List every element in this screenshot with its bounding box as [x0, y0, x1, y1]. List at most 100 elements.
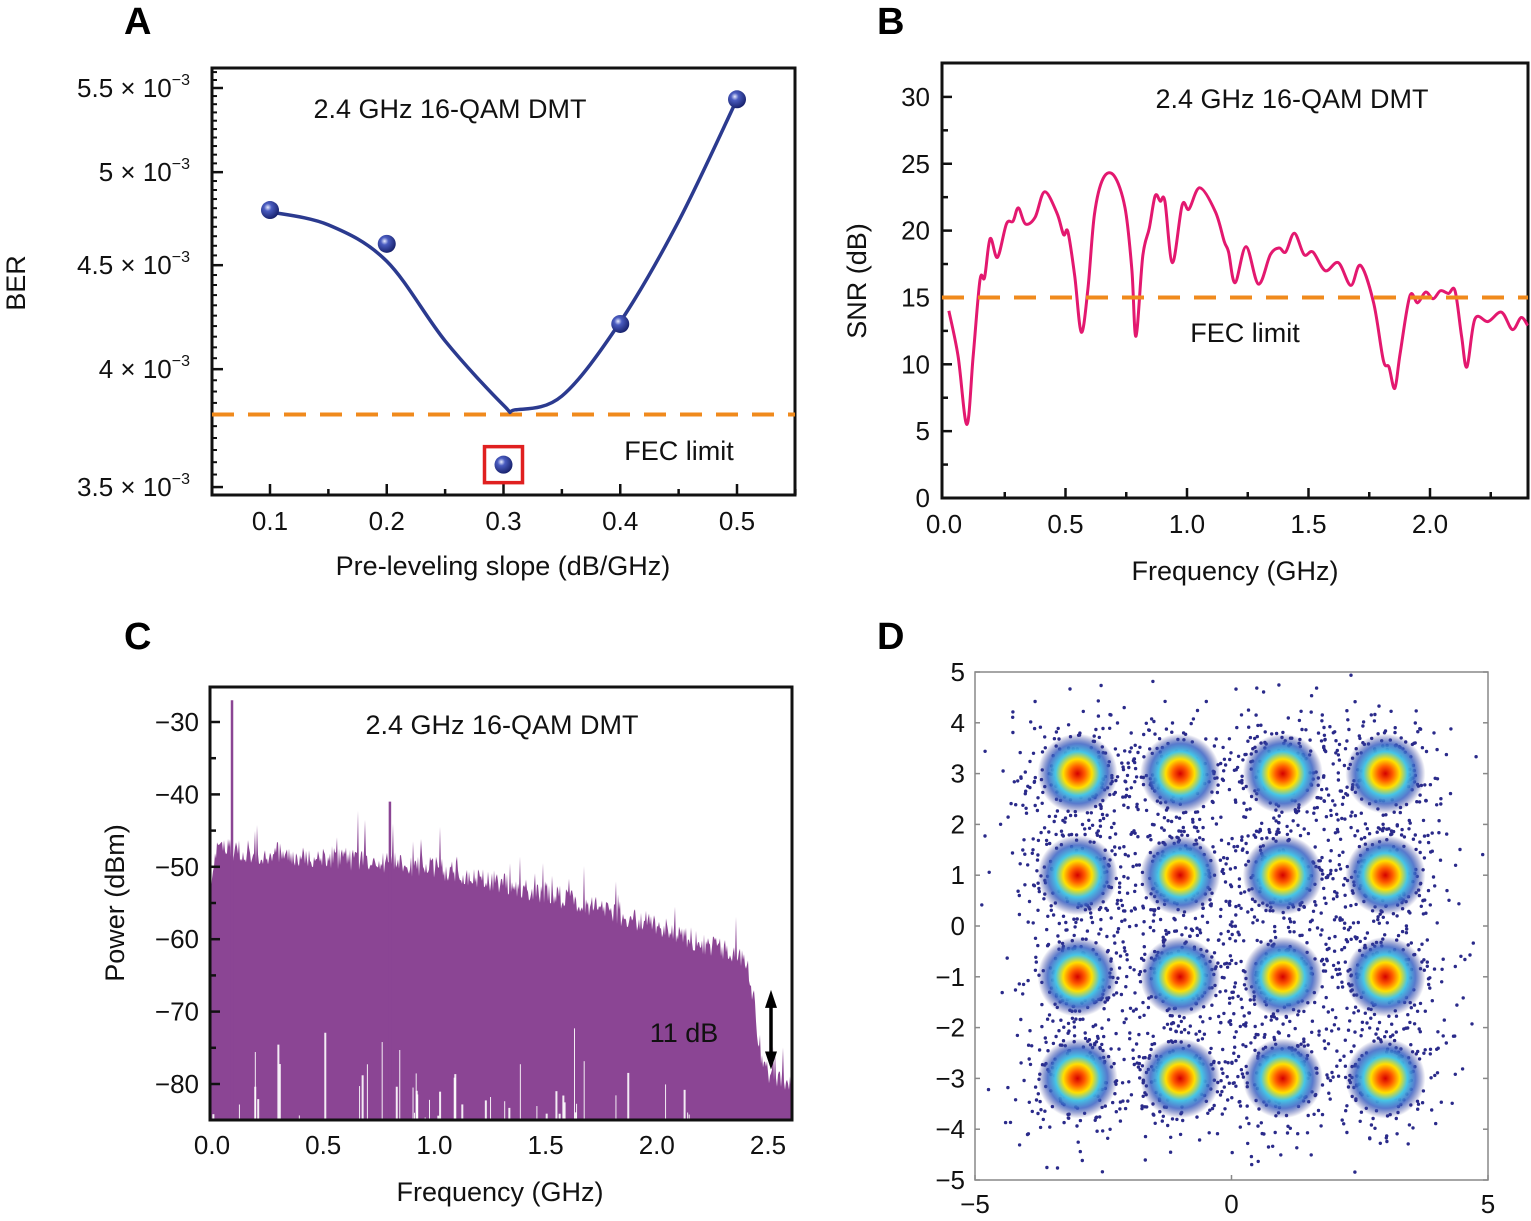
constellation-dot: [1393, 726, 1397, 730]
constellation-dot: [1390, 1022, 1394, 1026]
constellation-dot: [1043, 1109, 1047, 1113]
constellation-dot: [1322, 748, 1327, 752]
constellation-dot: [1337, 742, 1342, 747]
constellation-dot: [1354, 902, 1358, 907]
constellation-dot: [1309, 694, 1314, 698]
x-tick-label: 1.0: [1169, 509, 1205, 539]
constellation-dot: [1314, 686, 1319, 690]
constellation-dot: [1188, 1024, 1193, 1028]
constellation-cluster: [1037, 835, 1118, 916]
constellation-dot: [1031, 848, 1035, 852]
constellation-dot: [1347, 727, 1351, 732]
constellation-cluster: [1242, 733, 1323, 814]
constellation-dot: [1018, 750, 1022, 755]
constellation-dot: [1036, 943, 1040, 948]
constellation-dot: [1238, 1104, 1243, 1108]
constellation-dot: [1331, 1075, 1335, 1079]
panel-a-ber-chart: 5.5 × 10−35 × 10−34.5 × 10−34 × 10−33.5 …: [1, 66, 797, 581]
constellation-dot: [1373, 1126, 1377, 1131]
constellation-dot: [1209, 1046, 1213, 1051]
constellation-dot: [1328, 725, 1332, 729]
constellation-dot: [1129, 746, 1134, 750]
x-tick-label: 0.2: [369, 506, 405, 536]
constellation-dot: [1256, 1124, 1260, 1128]
constellation-dot: [1152, 719, 1156, 724]
constellation-dot: [1069, 832, 1074, 837]
constellation-dot: [1426, 840, 1431, 845]
constellation-dot: [1131, 864, 1135, 869]
constellation-dot: [1457, 902, 1461, 906]
constellation-dot: [1123, 1106, 1128, 1111]
constellation-dot: [1425, 938, 1430, 942]
constellation-dot: [1260, 821, 1264, 825]
y-tick-base: 4.5 × 10: [77, 250, 172, 280]
constellation-dot: [1134, 923, 1138, 928]
constellation-dot: [1175, 1117, 1179, 1122]
constellation-dot: [1120, 1081, 1125, 1085]
constellation-dot: [1328, 859, 1332, 863]
constellation-dot: [1398, 810, 1403, 815]
constellation-dot: [1195, 933, 1200, 938]
constellation-dot: [1351, 921, 1356, 925]
constellation-dot: [1291, 819, 1295, 823]
constellation-dot: [1297, 718, 1302, 723]
constellation-dot: [1128, 1037, 1132, 1041]
constellation-dot: [1113, 790, 1118, 795]
constellation-dot: [1117, 1047, 1121, 1051]
constellation-dot: [1395, 1132, 1399, 1136]
constellation-dot: [1328, 1078, 1333, 1083]
constellation-dot: [1119, 992, 1124, 997]
constellation-dot: [1445, 832, 1449, 836]
constellation-dot: [1164, 932, 1169, 936]
constellation-dot: [1333, 803, 1337, 807]
constellation-dot: [1000, 990, 1004, 995]
constellation-dot: [1253, 1035, 1257, 1040]
constellation-dot: [1359, 1034, 1363, 1038]
constellation-dot: [1028, 1029, 1032, 1033]
constellation-dot: [1220, 1067, 1224, 1071]
constellation-dot: [1051, 1041, 1056, 1046]
constellation-dot: [1327, 936, 1332, 940]
constellation-dot: [1118, 881, 1122, 885]
constellation-dot: [1246, 739, 1250, 743]
constellation-dot: [1244, 1024, 1248, 1028]
constellation-dot: [1434, 1121, 1438, 1126]
constellation-dot: [1234, 961, 1238, 966]
constellation-dot: [1078, 1118, 1083, 1123]
constellation-dot: [1334, 1015, 1338, 1020]
constellation-dot: [1234, 849, 1238, 853]
constellation-dot: [1141, 1000, 1145, 1005]
x-tick-label: 2.0: [1412, 509, 1448, 539]
y-tick-label: 1: [951, 860, 965, 890]
constellation-dot: [1428, 783, 1433, 787]
constellation-dot: [1241, 847, 1245, 851]
constellation-dot: [1232, 845, 1236, 849]
panel-d-constellation-chart: 5 4 3 2 1 0 −1 −2 −3 −4 −5−5 0 5: [935, 657, 1495, 1219]
constellation-dot: [1072, 917, 1076, 921]
constellation-dot: [1015, 1033, 1020, 1038]
constellation-dot: [1269, 1014, 1274, 1019]
constellation-dot: [1097, 932, 1101, 936]
constellation-dot: [1259, 1121, 1264, 1125]
constellation-dot: [1346, 928, 1351, 932]
constellation-dot: [1407, 818, 1412, 823]
constellation-dot: [1233, 1045, 1237, 1049]
x-tick-label: 1.5: [1290, 509, 1326, 539]
constellation-dot: [1335, 748, 1340, 753]
constellation-dot: [1331, 963, 1336, 968]
constellation-dot: [1044, 1040, 1048, 1045]
y-axis-label: Power (dBm): [100, 824, 130, 982]
y-tick-label: −3: [935, 1063, 965, 1093]
constellation-dot: [1042, 826, 1047, 830]
constellation-dot: [1147, 728, 1152, 732]
constellation-dot: [980, 903, 984, 907]
constellation-dot: [1449, 727, 1453, 731]
constellation-dot: [1313, 845, 1317, 849]
constellation-dot: [1277, 683, 1281, 687]
constellation-dot: [1235, 844, 1240, 849]
constellation-dot: [1116, 753, 1120, 757]
constellation-dot: [1381, 813, 1385, 817]
constellation-dot: [1247, 725, 1251, 729]
constellation-dot: [1333, 934, 1337, 939]
y-tick-label: 0: [916, 483, 930, 513]
